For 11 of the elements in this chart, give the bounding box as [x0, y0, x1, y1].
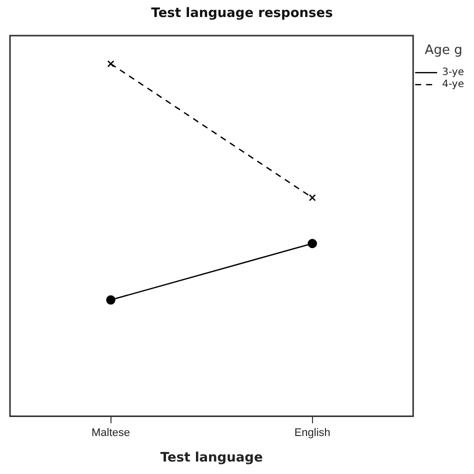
chart-title: Test language responses [151, 6, 334, 22]
x-axis-title: Test language [160, 450, 263, 466]
point [106, 295, 116, 305]
legend-label: 3-ye [442, 67, 464, 78]
point [308, 194, 316, 202]
point [107, 60, 114, 68]
point [308, 238, 317, 248]
x-tick-label: English [294, 426, 330, 439]
legend-title: Age g [424, 42, 462, 58]
x-tick-label: Maltese [92, 426, 130, 439]
legend-label: 4-ye [442, 79, 464, 90]
